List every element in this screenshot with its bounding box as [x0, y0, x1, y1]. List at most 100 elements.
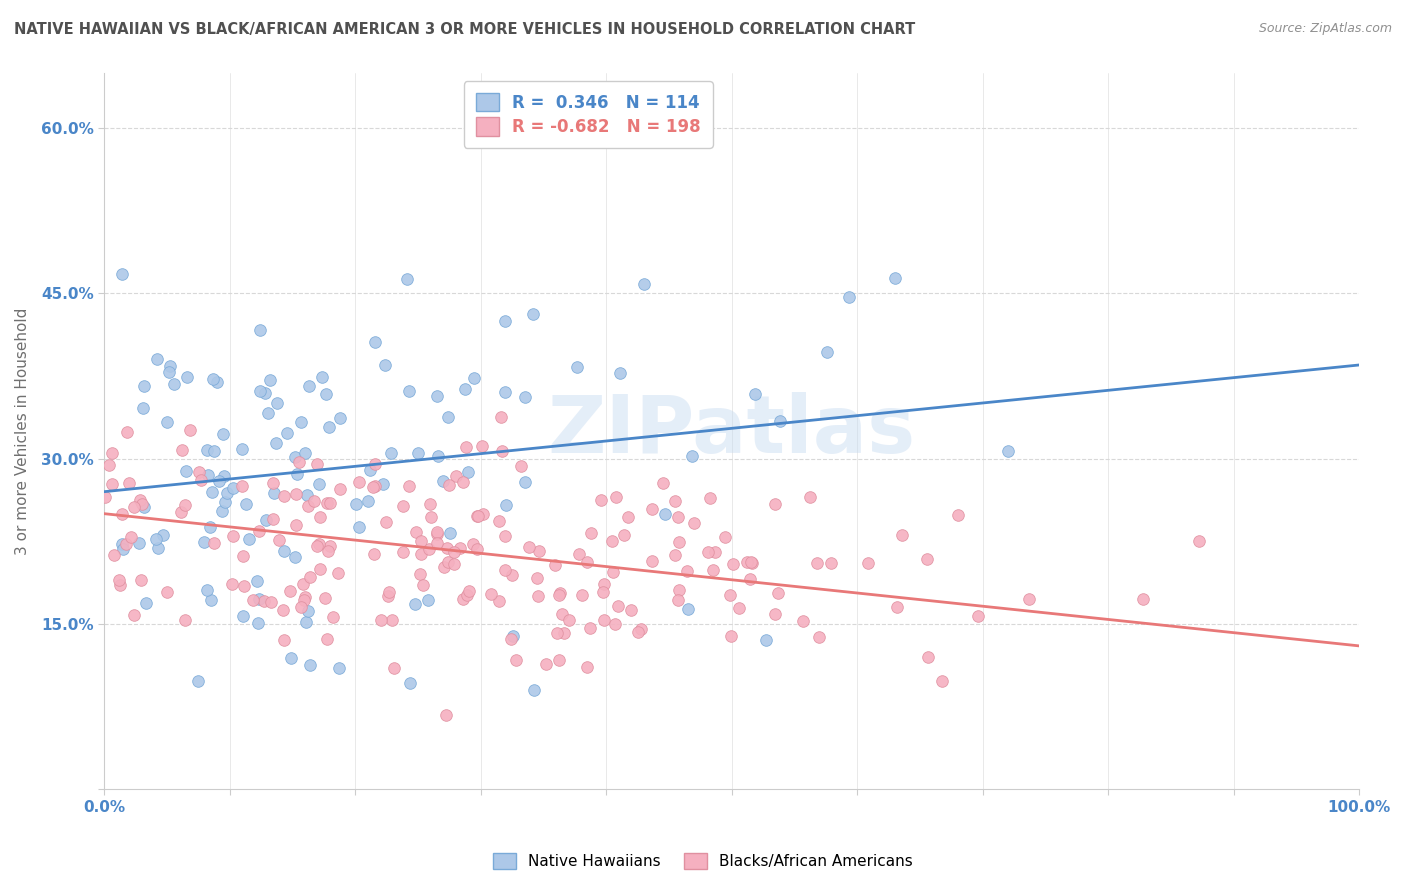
Point	[314, 591, 336, 605]
Point	[398, 384, 420, 399]
Point	[548, 586, 571, 600]
Point	[373, 476, 395, 491]
Point	[392, 500, 415, 514]
Point	[664, 494, 686, 508]
Point	[664, 548, 686, 562]
Point	[547, 652, 569, 666]
Point	[222, 481, 245, 495]
Point	[807, 630, 830, 644]
Point	[114, 537, 136, 551]
Point	[605, 490, 627, 504]
Point	[443, 544, 465, 558]
Point	[641, 554, 664, 568]
Point	[247, 524, 270, 539]
Point	[494, 314, 516, 328]
Point	[494, 563, 516, 577]
Point	[427, 449, 450, 463]
Point	[704, 544, 727, 558]
Point	[740, 555, 762, 569]
Point	[806, 556, 828, 570]
Point	[571, 588, 593, 602]
Point	[419, 497, 441, 511]
Point	[702, 563, 724, 577]
Point	[488, 594, 510, 608]
Point	[434, 707, 457, 722]
Point	[247, 591, 270, 606]
Point	[683, 516, 706, 530]
Point	[681, 449, 703, 463]
Point	[173, 498, 195, 512]
Point	[479, 586, 502, 600]
Point	[288, 455, 311, 469]
Point	[820, 556, 842, 570]
Point	[884, 271, 907, 285]
Point	[309, 562, 332, 576]
Point	[676, 602, 699, 616]
Point	[120, 530, 142, 544]
Point	[364, 457, 387, 471]
Point	[815, 345, 838, 359]
Point	[766, 586, 789, 600]
Legend: Native Hawaiians, Blacks/African Americans: Native Hawaiians, Blacks/African America…	[486, 847, 920, 875]
Point	[115, 425, 138, 439]
Point	[454, 440, 477, 454]
Point	[169, 505, 191, 519]
Point	[284, 549, 307, 564]
Point	[419, 509, 441, 524]
Point	[409, 547, 432, 561]
Point	[666, 592, 689, 607]
Point	[494, 529, 516, 543]
Point	[266, 396, 288, 410]
Point	[357, 494, 380, 508]
Point	[202, 371, 225, 385]
Point	[720, 629, 742, 643]
Point	[174, 464, 197, 478]
Point	[600, 534, 623, 549]
Point	[190, 473, 212, 487]
Point	[399, 676, 422, 690]
Point	[489, 410, 512, 425]
Point	[122, 607, 145, 622]
Point	[426, 527, 449, 541]
Point	[246, 574, 269, 588]
Point	[260, 595, 283, 609]
Point	[792, 614, 814, 628]
Point	[264, 436, 287, 450]
Point	[471, 439, 494, 453]
Point	[398, 479, 420, 493]
Point	[467, 509, 489, 524]
Point	[568, 547, 591, 561]
Point	[378, 585, 401, 599]
Point	[157, 365, 180, 379]
Point	[513, 475, 536, 490]
Point	[197, 583, 219, 598]
Point	[609, 366, 631, 380]
Point	[557, 613, 579, 627]
Point	[94, 491, 117, 505]
Point	[308, 536, 330, 550]
Point	[499, 632, 522, 646]
Point	[553, 626, 575, 640]
Point	[197, 467, 219, 482]
Point	[305, 457, 328, 471]
Point	[359, 463, 381, 477]
Point	[146, 351, 169, 366]
Point	[249, 384, 271, 398]
Point	[263, 485, 285, 500]
Point	[222, 528, 245, 542]
Point	[202, 536, 225, 550]
Point	[763, 607, 786, 621]
Point	[262, 512, 284, 526]
Point	[1188, 533, 1211, 548]
Point	[156, 585, 179, 599]
Point	[285, 487, 308, 501]
Point	[592, 613, 614, 627]
Point	[395, 272, 418, 286]
Point	[347, 475, 370, 489]
Point	[439, 525, 461, 540]
Point	[131, 497, 153, 511]
Point	[630, 622, 652, 636]
Point	[741, 556, 763, 570]
Point	[129, 493, 152, 508]
Point	[426, 525, 449, 540]
